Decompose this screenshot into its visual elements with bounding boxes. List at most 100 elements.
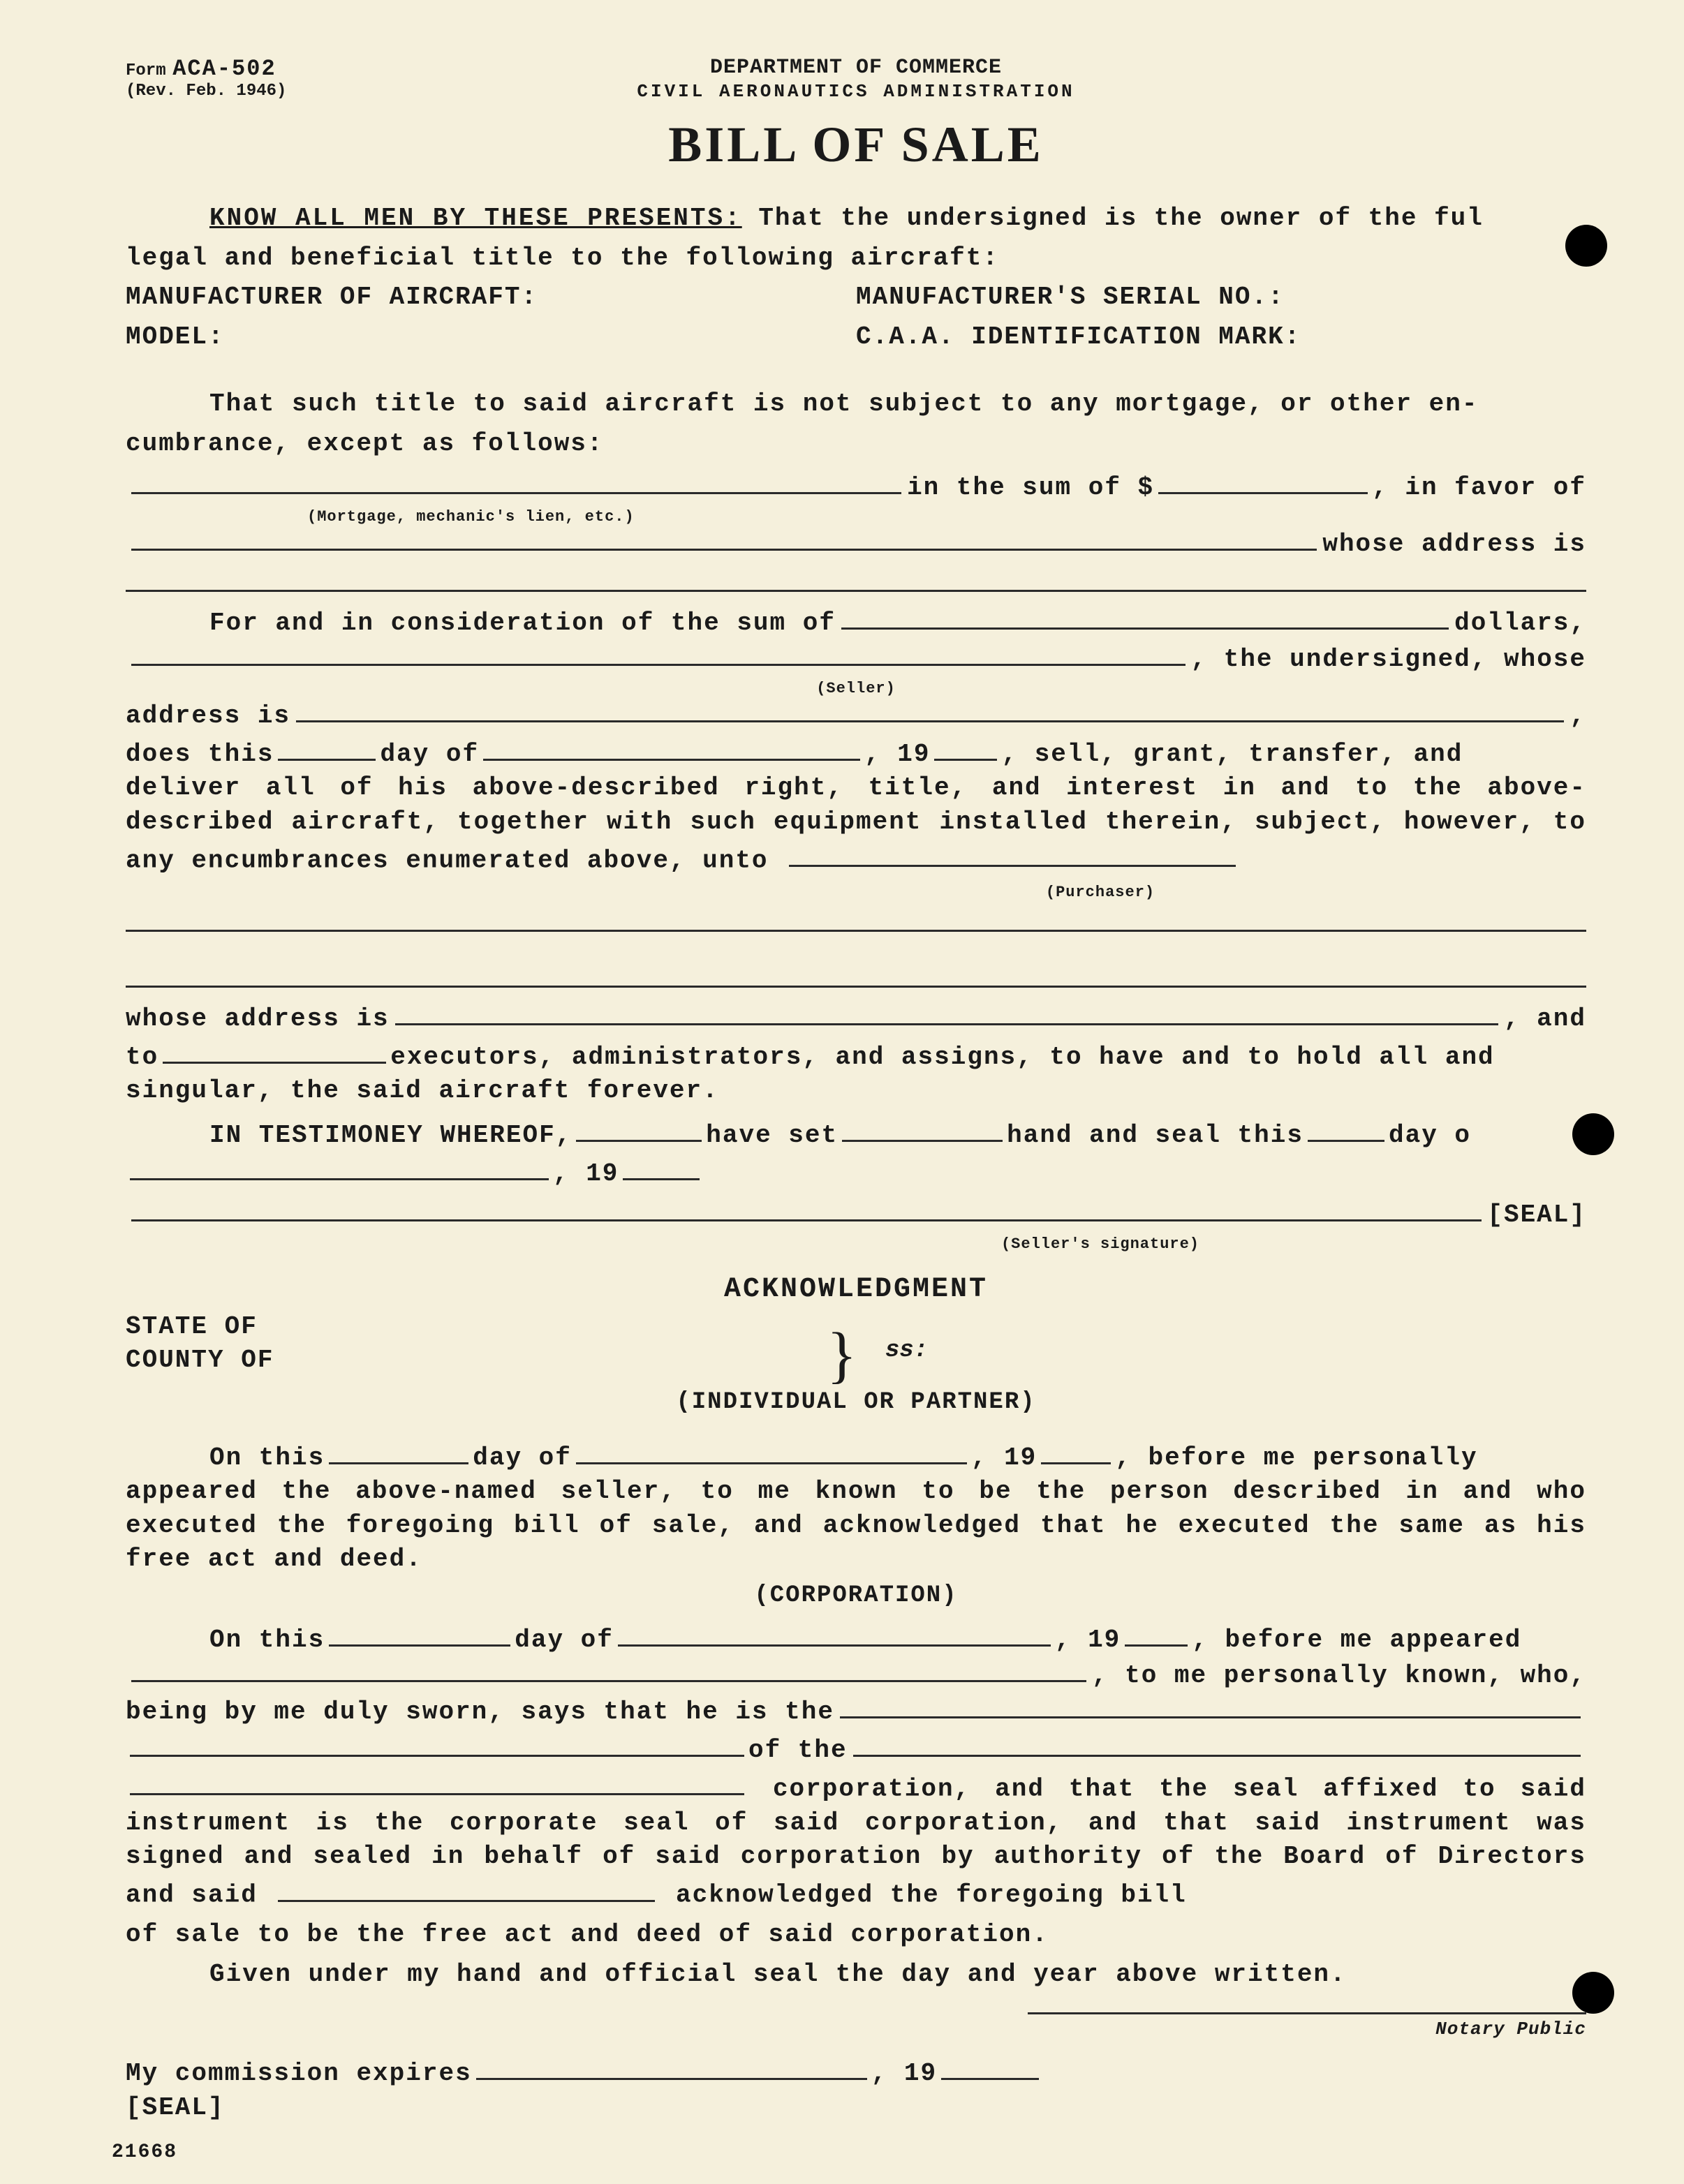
purchaser-address-blank[interactable] (395, 1000, 1498, 1025)
seller-address-blank[interactable] (296, 697, 1564, 722)
preamble-rest: That the undersigned is the owner of the… (742, 204, 1484, 232)
ss-text: ss: (885, 1337, 928, 1364)
ack-ind-day-blank[interactable] (329, 1436, 468, 1464)
hole-punch (1565, 225, 1607, 267)
in-sum-text: in the sum of $ (907, 471, 1154, 505)
commission-year-blank[interactable] (941, 2052, 1039, 2080)
to-executors-line: to executors, administrators, and assign… (126, 1036, 1586, 1074)
ack-seal: [SEAL] (126, 2091, 1586, 2125)
ack-personally-known: , to me personally known, who, (1092, 1659, 1586, 1693)
does-this-text: does this (126, 738, 274, 772)
address-is-text: address is (126, 699, 290, 734)
testimony-blank-1[interactable] (576, 1114, 702, 1142)
consideration-sum-blank[interactable] (841, 604, 1449, 630)
seal-text: [SEAL] (1487, 1198, 1586, 1233)
testimony-line: IN TESTIMONEY WHEREOF, have set hand and… (126, 1114, 1586, 1152)
commission-text: My commission expires (126, 2057, 472, 2091)
ack-corp-on-this: On this (209, 1624, 325, 1658)
form-number: ACA-502 (172, 56, 276, 82)
whose-address-text: whose address is (1322, 528, 1586, 562)
ack-corp-month-blank[interactable] (618, 1619, 1051, 1647)
day-o-text: day o (1389, 1119, 1471, 1153)
notary-label: Notary Public (1435, 2019, 1586, 2040)
ack-said-blank[interactable] (278, 1874, 655, 1902)
seller-name-blank[interactable] (131, 641, 1186, 666)
purchaser-blank-1[interactable] (789, 840, 1236, 868)
hand-seal-text: hand and seal this (1007, 1119, 1303, 1153)
month-blank[interactable] (483, 733, 860, 761)
testimony-year-prefix: , 19 (553, 1157, 619, 1191)
ack-ind-year-blank[interactable] (1041, 1436, 1111, 1464)
testimony-year-blank[interactable] (623, 1152, 700, 1180)
aircraft-fields-row1: MANUFACTURER OF AIRCRAFT: MANUFACTURER'S… (126, 281, 1586, 315)
title-para-2: cumbrance, except as follows: (126, 427, 1586, 461)
testimony-month-blank[interactable] (130, 1152, 549, 1180)
form-id-block: Form ACA-502 (Rev. Feb. 1946) (126, 56, 370, 101)
ack-of-the: of the (748, 1734, 848, 1768)
ack-ind-dayof: day of (473, 1441, 572, 1476)
testimony-day-blank[interactable] (1308, 1114, 1384, 1142)
ack-corp-year-blank[interactable] (1125, 1619, 1188, 1647)
testimony-blank-2[interactable] (842, 1114, 1003, 1142)
ack-corp-person-blank[interactable] (131, 1657, 1086, 1682)
ack-corp-year-prefix: , 19 (1055, 1624, 1121, 1658)
serial-label: MANUFACTURER'S SERIAL NO.: (856, 281, 1586, 315)
ack-ind-month-blank[interactable] (576, 1436, 967, 1464)
undersigned-text: , the undersigned, whose (1191, 643, 1586, 677)
ack-role-blank[interactable] (840, 1693, 1581, 1718)
brace-icon: } (827, 1319, 857, 1391)
year-prefix-text: , 19 (864, 738, 930, 772)
seller-line: , the undersigned, whose (126, 641, 1586, 677)
ack-corp-name-blank[interactable] (853, 1732, 1581, 1757)
ack-on-this: On this (209, 1441, 325, 1476)
purchaser-blank-3[interactable] (126, 961, 1586, 988)
sum-blank[interactable] (1158, 467, 1368, 495)
executors-text: executors, administrators, and assigns, … (390, 1041, 1494, 1075)
caa-label: C.A.A. IDENTIFICATION MARK: (856, 320, 1586, 355)
seller-sig-caption: (Seller's signature) (614, 1235, 1586, 1253)
hole-punch (1572, 1113, 1614, 1155)
department-block: DEPARTMENT OF COMMERCE CIVIL AERONAUTICS… (370, 56, 1342, 102)
commission-month-blank[interactable] (476, 2052, 867, 2080)
commission-year-prefix: , 19 (871, 2057, 937, 2091)
county-of: COUNTY OF (126, 1346, 274, 1374)
testimony-date-line: , 19 (126, 1152, 1586, 1191)
seller-signature-blank[interactable] (131, 1196, 1482, 1221)
address-blank-line[interactable] (126, 565, 1586, 592)
dollars-text: dollars, (1454, 607, 1586, 641)
manufacturer-label: MANUFACTURER OF AIRCRAFT: (126, 281, 856, 315)
individual-heading: (INDIVIDUAL OR PARTNER) (126, 1389, 1586, 1416)
ack-before-me: , before me personally (1115, 1441, 1477, 1476)
notary-signature-line[interactable]: Notary Public (1028, 2012, 1586, 2040)
have-set-text: have set (706, 1119, 838, 1153)
singular-line: singular, the said aircraft forever. (126, 1074, 1586, 1108)
title-para-1: That such title to said aircraft is not … (126, 387, 1586, 422)
ack-corp-of-the-line: of the (126, 1729, 1586, 1767)
ack-role-blank-2[interactable] (130, 1729, 744, 1757)
encumbrance-blank[interactable] (131, 469, 901, 494)
day-blank[interactable] (278, 733, 376, 761)
seller-signature-line: [SEAL] (126, 1196, 1586, 1233)
favor-address-line: whose address is (126, 526, 1586, 562)
preamble-line2: legal and beneficial title to the follow… (126, 242, 1586, 276)
state-county-block: STATE OF COUNTY OF } ss: (126, 1312, 1586, 1382)
ack-corp-day-blank[interactable] (329, 1619, 510, 1647)
state-of: STATE OF (126, 1312, 258, 1341)
purchaser-blank-2[interactable] (126, 905, 1586, 932)
preamble-lead: KNOW ALL MEN BY THESE PRESENTS: (209, 204, 742, 232)
ack-corp-name-blank-2[interactable] (130, 1768, 744, 1796)
whose-address-2-text: whose address is (126, 1002, 390, 1037)
deliver-para: deliver all of his above-described right… (126, 771, 1586, 877)
sell-grant-text: , sell, grant, transfer, and (1001, 738, 1463, 772)
header: Form ACA-502 (Rev. Feb. 1946) DEPARTMENT… (126, 56, 1586, 102)
ack-corp-date-line: On this day of , 19 , before me appeared (126, 1619, 1586, 1657)
year-blank[interactable] (934, 733, 997, 761)
in-favor-text: , in favor of (1372, 471, 1586, 505)
ack-title: ACKNOWLEDGMENT (126, 1274, 1586, 1305)
seller-caption: (Seller) (126, 680, 1586, 697)
to-blank[interactable] (163, 1036, 386, 1064)
ack-corp-dayof: day of (515, 1624, 614, 1658)
favor-name-blank[interactable] (131, 526, 1317, 551)
ack-ind-year-prefix: , 19 (971, 1441, 1037, 1476)
date-line: does this day of , 19 , sell, grant, tra… (126, 733, 1586, 771)
